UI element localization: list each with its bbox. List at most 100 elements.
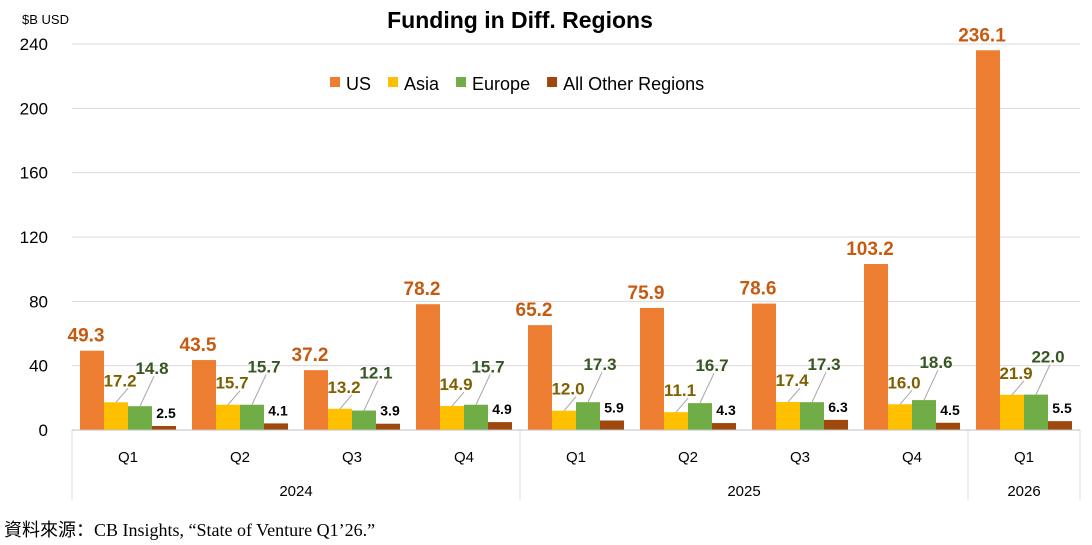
data-label: 37.2: [292, 345, 329, 366]
data-label: 103.2: [846, 239, 894, 260]
data-label: 16.0: [887, 373, 920, 392]
data-label: 75.9: [628, 283, 665, 304]
bar-us: [192, 360, 216, 430]
x-tick-label: Q3: [342, 449, 362, 466]
source-note: 資料來源：CB Insights, “State of Venture Q1’2…: [4, 520, 376, 540]
data-label: 18.6: [919, 353, 952, 372]
leader-line: [587, 371, 603, 403]
data-label: 14.8: [135, 359, 168, 378]
leader-line: [899, 389, 913, 405]
legend-swatch: [388, 77, 399, 87]
bar-us: [864, 264, 888, 430]
data-label: 17.2: [103, 371, 136, 390]
y-tick-label: 160: [20, 164, 48, 183]
bar-asia: [664, 412, 688, 430]
bar-europe: [912, 400, 936, 430]
bar-all-other-regions: [824, 419, 848, 430]
bar-us: [752, 303, 776, 430]
data-label: 15.7: [247, 358, 280, 377]
data-label: 65.2: [516, 300, 553, 321]
leader-line: [339, 394, 353, 410]
legend-swatch: [330, 77, 340, 87]
data-label: 78.6: [740, 279, 777, 300]
leader-line: [787, 387, 801, 403]
leader-line: [363, 380, 379, 411]
y-tick-label: 240: [20, 35, 48, 54]
data-label: 12.1: [359, 364, 392, 383]
bar-asia: [776, 402, 800, 430]
data-label: 5.9: [604, 400, 624, 416]
leader-line: [1011, 380, 1025, 396]
data-label: 16.7: [695, 356, 728, 375]
data-label: 4.9: [492, 401, 512, 417]
leader-line: [475, 374, 491, 405]
bar-asia: [1000, 394, 1024, 430]
bar-all-other-regions: [488, 422, 512, 430]
bar-us: [304, 370, 328, 430]
data-label: 11.1: [664, 381, 696, 400]
bar-all-other-regions: [936, 422, 960, 430]
bar-asia: [328, 408, 352, 430]
x-tick-label: Q4: [454, 449, 474, 466]
y-tick-label: 120: [20, 228, 48, 247]
data-label: 49.3: [68, 326, 105, 347]
bar-us: [528, 325, 552, 430]
y-tick-label: 200: [20, 99, 48, 118]
data-label: 4.1: [268, 402, 288, 418]
chart-title: Funding in Diff. Regions: [387, 7, 653, 33]
year-label: 2025: [727, 483, 760, 500]
leader-line: [923, 369, 939, 401]
bar-all-other-regions: [376, 423, 400, 430]
bar-asia: [440, 406, 464, 430]
data-label: 17.4: [775, 371, 809, 390]
data-label: 15.7: [471, 358, 504, 377]
x-tick-label: Q4: [902, 449, 922, 466]
data-label: 14.9: [439, 375, 472, 394]
bar-all-other-regions: [152, 425, 176, 430]
x-tick-label: Q1: [566, 449, 586, 466]
leader-line: [251, 374, 267, 405]
legend-label: Europe: [472, 74, 530, 94]
bar-us: [416, 304, 440, 430]
year-label: 2024: [279, 483, 312, 500]
bar-asia: [888, 404, 912, 430]
legend-label: Asia: [404, 74, 440, 94]
bar-europe: [240, 404, 264, 430]
leader-line: [699, 372, 715, 404]
bar-us: [80, 350, 104, 430]
data-label: 78.2: [404, 279, 441, 300]
bar-europe: [464, 404, 488, 430]
x-tick-label: Q1: [1014, 449, 1034, 466]
data-label: 6.3: [828, 399, 848, 415]
bar-all-other-regions: [712, 423, 736, 430]
leader-line: [451, 391, 465, 407]
bar-europe: [688, 403, 712, 430]
y-tick-label: 40: [29, 357, 48, 376]
data-label: 2.5: [156, 405, 176, 421]
leader-line: [227, 390, 241, 406]
bar-europe: [1024, 394, 1048, 430]
x-tick-label: Q1: [118, 449, 138, 466]
leader-line: [115, 388, 129, 403]
x-tick-label: Q2: [230, 449, 250, 466]
data-label: 13.2: [327, 378, 360, 397]
bar-asia: [104, 402, 128, 430]
bar-all-other-regions: [1048, 421, 1072, 430]
data-label: 17.3: [807, 355, 840, 374]
data-label: 236.1: [958, 25, 1006, 46]
bar-europe: [576, 402, 600, 430]
leader-line: [563, 396, 577, 412]
data-label: 15.7: [215, 374, 248, 393]
bar-all-other-regions: [600, 420, 624, 430]
data-label: 5.5: [1052, 400, 1072, 416]
leader-line: [675, 397, 689, 413]
legend-swatch: [547, 77, 558, 87]
legend-swatch: [456, 77, 467, 87]
data-label: 43.5: [180, 335, 217, 356]
legend-label: US: [346, 74, 371, 94]
y-axis-label: $B USD: [22, 12, 69, 27]
bar-europe: [800, 402, 824, 430]
data-label: 12.0: [551, 380, 584, 399]
bar-us: [976, 50, 1000, 431]
bar-asia: [216, 404, 240, 430]
